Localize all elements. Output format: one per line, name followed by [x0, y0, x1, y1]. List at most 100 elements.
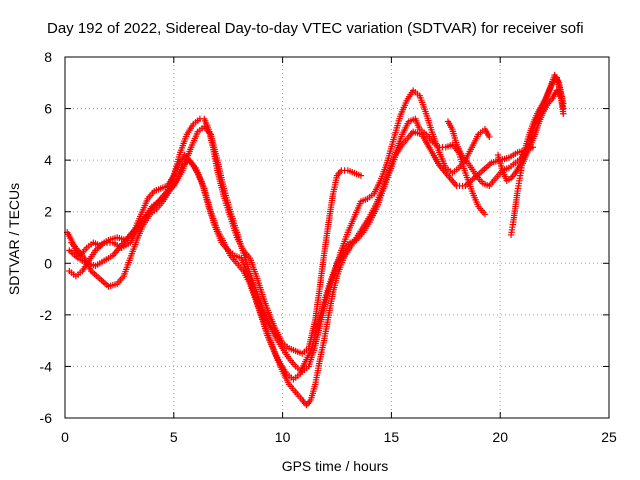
data-point-trace [463, 176, 476, 188]
data-point-trace [445, 120, 455, 131]
data-point-trace [87, 249, 98, 262]
data-point-trace [188, 130, 200, 149]
data-point-trace [193, 166, 205, 185]
data-point-trace [85, 241, 95, 250]
data-point-trace [467, 164, 479, 177]
data-point-trace [345, 215, 357, 234]
data-point-trace [349, 237, 358, 245]
data-point-trace [285, 372, 295, 381]
data-point-trace [391, 115, 403, 141]
data-point [560, 100, 567, 107]
data-point [486, 133, 493, 141]
data-point-trace [450, 143, 461, 154]
data-point-trace [543, 86, 553, 100]
data-point-trace [260, 295, 272, 316]
data-point-trace [254, 290, 266, 311]
y-tick-label: -2 [40, 307, 53, 323]
data-point-trace [208, 133, 220, 162]
data-point-trace [413, 117, 422, 131]
data-point-trace [187, 158, 198, 170]
data-point-trace [321, 316, 332, 342]
data-point-trace [490, 157, 502, 166]
data-point-trace [424, 133, 435, 144]
data-point-trace [128, 223, 141, 237]
data-point-trace [111, 243, 124, 257]
data-point-trace [76, 249, 87, 260]
data-point-trace [386, 154, 399, 174]
data-point-trace [400, 120, 411, 136]
data-point-trace [294, 364, 304, 374]
data-point-trace [501, 165, 510, 173]
data-point-trace [359, 196, 369, 204]
data-point-trace [212, 226, 224, 244]
data-point-trace [407, 116, 417, 124]
data-point-trace [74, 269, 84, 278]
data-point-trace [119, 233, 132, 247]
data-point-trace [312, 360, 323, 386]
data-point-trace [221, 187, 233, 213]
data-point-trace [517, 151, 527, 167]
data-points [63, 71, 567, 409]
data-point-trace [552, 73, 562, 85]
data-point-trace [120, 240, 132, 250]
data-point-trace [461, 156, 472, 167]
data-point-trace [301, 346, 310, 355]
data-point-trace [312, 316, 325, 347]
data-point-trace [412, 129, 423, 137]
x-axis-label: GPS time / hours [282, 458, 389, 474]
data-point-trace [437, 151, 449, 169]
y-tick-label: 6 [44, 101, 52, 117]
data-point-trace [500, 169, 510, 182]
y-tick-label: 0 [44, 255, 52, 271]
data-point-trace [233, 253, 243, 261]
data-point-trace [300, 398, 309, 407]
data-point-trace [304, 398, 313, 407]
data-point-trace [154, 192, 167, 206]
data-point-trace [241, 252, 253, 275]
data-point-trace [346, 168, 356, 176]
data-point-trace [196, 125, 206, 134]
x-tick-label: 0 [61, 429, 69, 445]
data-point-trace [227, 248, 236, 257]
data-point-trace [334, 257, 346, 278]
data-point-trace [373, 190, 386, 211]
data-point-trace [153, 186, 162, 194]
data-point-trace [419, 133, 433, 152]
data-point-trace [513, 164, 522, 175]
data-point-trace [241, 249, 252, 260]
data-point-trace [393, 143, 405, 157]
data-point-trace [444, 166, 454, 175]
data-point-trace [116, 234, 127, 243]
data-point-trace [312, 288, 323, 321]
data-point-trace [214, 159, 227, 190]
data-point-trace [235, 262, 245, 273]
data-point-trace [260, 308, 272, 327]
data-point-trace [228, 254, 239, 265]
data-point-trace [361, 220, 372, 234]
data-point-trace [487, 176, 498, 188]
data-point-trace [507, 161, 517, 170]
data-point-trace [407, 130, 415, 139]
data-point-trace [271, 349, 283, 365]
data-point-trace [526, 123, 536, 138]
data-point-trace [247, 272, 259, 293]
data-point-trace [325, 195, 336, 226]
grid-lines [65, 57, 609, 418]
data-point-trace [171, 169, 185, 188]
data-point-trace [530, 112, 540, 126]
data-point-trace [127, 239, 140, 260]
data-point-trace [430, 133, 442, 154]
data-point-trace [287, 383, 298, 394]
y-tick-label: 2 [44, 204, 52, 220]
chart-title: Day 192 of 2022, Sidereal Day-to-day VTE… [47, 20, 584, 37]
data-point-trace [316, 254, 327, 290]
data-point-trace [535, 104, 544, 115]
data-point-trace [185, 122, 196, 136]
data-point-trace [287, 357, 298, 368]
data-point-trace [477, 127, 486, 136]
y-axis-label: SDTVAR / TECUs [6, 183, 22, 295]
data-point-trace [508, 221, 516, 236]
data-point-trace [437, 163, 450, 178]
data-point-trace [481, 181, 491, 189]
data-point-trace [546, 96, 555, 105]
